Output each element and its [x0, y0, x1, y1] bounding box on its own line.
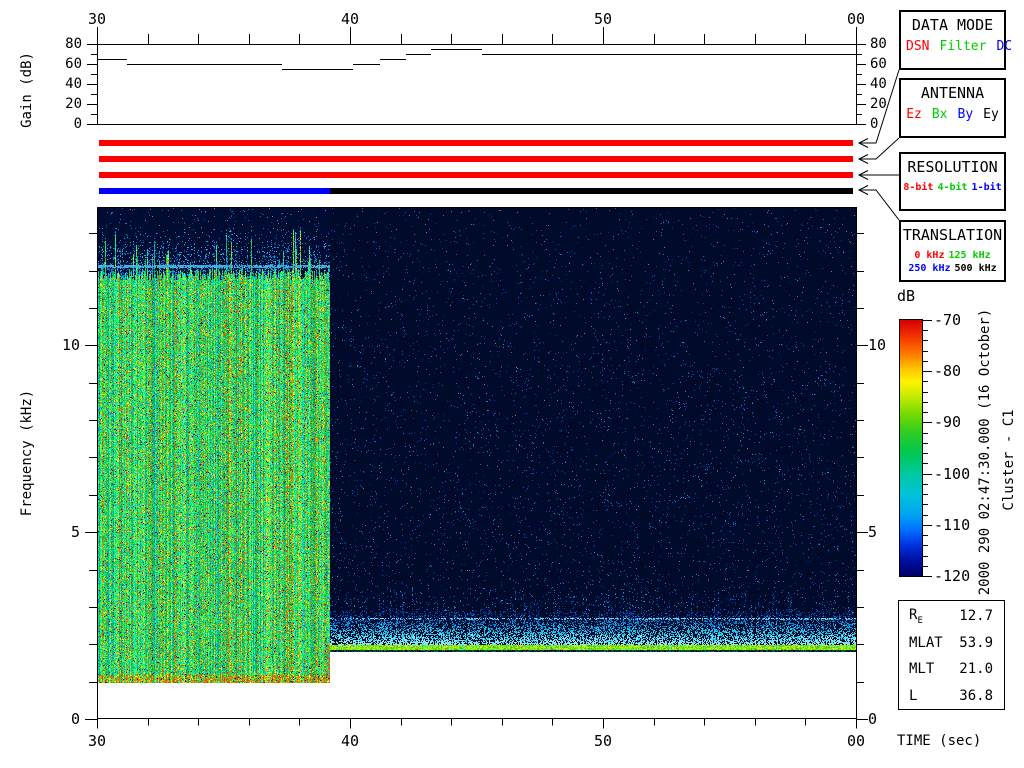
ephemeris-box: RE 12.7 MLAT 53.9 MLT 21.0 L 36.8: [898, 600, 1005, 710]
gain-tick-label-left: 40: [65, 76, 82, 92]
info-label: MLT: [909, 661, 935, 678]
info-value: 36.8: [959, 687, 993, 704]
panel-value-8-bit: 8-bit: [903, 182, 934, 193]
panel-translation: TRANSLATION 0 kHz 125 kHz 250 kHz 500 kHz: [899, 220, 1006, 282]
spectrogram-canvas: [97, 207, 856, 719]
panel-value-filter: Filter: [939, 39, 987, 54]
status-bar-data-mode: [99, 140, 853, 146]
panel-title: DATA MODE: [911, 16, 994, 34]
panel-arrow: [857, 185, 900, 221]
colorbar-tick-label: -70: [934, 311, 962, 329]
panel-antenna: ANTENNA Ez Bx By Ey: [899, 78, 1006, 138]
gain-tick-label-left: 0: [73, 116, 82, 132]
frequency-axis-title: Frequency (kHz): [19, 389, 35, 517]
panel-arrows: [857, 69, 900, 221]
panel-value-0-khz: 0 kHz: [914, 250, 945, 261]
freq-tick-label-left: 10: [61, 336, 80, 354]
colorbar-tick-label: -120: [934, 567, 971, 585]
panel-arrow: [857, 137, 900, 164]
freq-tick-label-left: 0: [70, 710, 80, 728]
gain-trace: [97, 49, 856, 70]
panel-title: ANTENNA: [920, 84, 985, 102]
panel-arrow: [857, 69, 900, 148]
time-tick-label: 00: [846, 732, 866, 750]
gain-tick-label-right: 20: [870, 96, 887, 112]
panel-value-bx: Bx: [931, 107, 948, 122]
top-time-tick-label: 50: [593, 10, 613, 28]
status-bar-resolution: [99, 172, 853, 178]
gain-tick-label-right: 80: [870, 36, 887, 52]
panel-title: RESOLUTION: [907, 158, 998, 176]
info-row: MLAT 53.9: [899, 630, 1004, 657]
time-tick-label: 30: [87, 732, 107, 750]
top-time-tick-label: 40: [340, 10, 360, 28]
panel-value-4-bit: 4-bit: [937, 182, 968, 193]
panel-value-ey: Ey: [983, 107, 999, 122]
colorbar-tick-label: -100: [934, 465, 971, 483]
top-time-tick-label: 30: [87, 10, 107, 28]
colorbar-tick-label: -110: [934, 516, 971, 534]
panel-data-mode: DATA MODE DSN Filter DC: [899, 10, 1012, 70]
panel-arrow: [857, 170, 899, 180]
panel-values: Ez Bx By Ey: [901, 108, 1004, 122]
gain-tick-label-right: 40: [870, 76, 887, 92]
panel-value-by: By: [957, 107, 974, 122]
time-tick-label: 50: [593, 732, 613, 750]
timestamp-label: 2000 290 02:47:30.000 (16 October): [977, 308, 993, 596]
top-time-tick-label: 00: [846, 10, 866, 28]
panel-value-1-bit: 1-bit: [971, 182, 1002, 193]
info-label: MLAT: [909, 634, 943, 651]
panel-values: 8-bit 4-bit 1-bit: [901, 181, 1004, 194]
colorbar-title: dB: [897, 287, 916, 305]
gain-axis-title: Gain (dB): [19, 52, 35, 128]
info-row: MLT 21.0: [899, 656, 1004, 683]
info-row: L 36.8: [899, 683, 1004, 710]
panel-value-500-khz: 500 kHz: [954, 263, 997, 274]
gain-tick-label-left: 20: [65, 96, 82, 112]
info-label: RE: [909, 606, 923, 626]
gain-tick-label-right: 0: [870, 116, 879, 132]
colorbar: [899, 319, 923, 577]
panel-resolution: RESOLUTION 8-bit 4-bit 1-bit: [899, 152, 1006, 211]
freq-tick-label-left: 5: [70, 523, 80, 541]
panel-value-dsn: DSN: [906, 39, 930, 54]
panel-values: DSN Filter DC: [901, 39, 1012, 54]
gain-tick-label-right: 60: [870, 56, 887, 72]
panel-title: TRANSLATION: [902, 226, 1003, 244]
freq-tick-label-right: 0: [868, 710, 878, 728]
panel-values: 0 kHz 125 kHz 250 kHz 500 kHz: [901, 249, 1004, 275]
panel-value-125-khz: 125 kHz: [948, 250, 991, 261]
info-value: 53.9: [959, 634, 993, 651]
colorbar-tick-label: -90: [934, 413, 962, 431]
spacecraft-label: Cluster - C1: [1001, 409, 1017, 511]
axis-ticks: [85, 27, 932, 729]
info-row: RE 12.7: [899, 603, 1004, 630]
colorbar-tick-label: -80: [934, 362, 962, 380]
info-value: 12.7: [959, 608, 993, 625]
status-bar-translation: [330, 188, 853, 194]
status-bar-translation: [99, 188, 330, 194]
panel-value-250-khz: 250 kHz: [908, 263, 951, 274]
info-label: L: [909, 687, 918, 704]
gain-tick-label-left: 80: [65, 36, 82, 52]
time-tick-label: 40: [340, 732, 360, 750]
freq-tick-label-right: 10: [868, 336, 887, 354]
panel-value-ez: Ez: [906, 107, 922, 122]
info-value: 21.0: [959, 661, 993, 678]
time-axis-title: TIME (sec): [897, 733, 982, 749]
panel-value-dc: DC: [996, 39, 1013, 54]
freq-tick-label-right: 5: [868, 523, 878, 541]
gain-tick-label-left: 60: [65, 56, 82, 72]
status-bar-antenna: [99, 156, 853, 162]
